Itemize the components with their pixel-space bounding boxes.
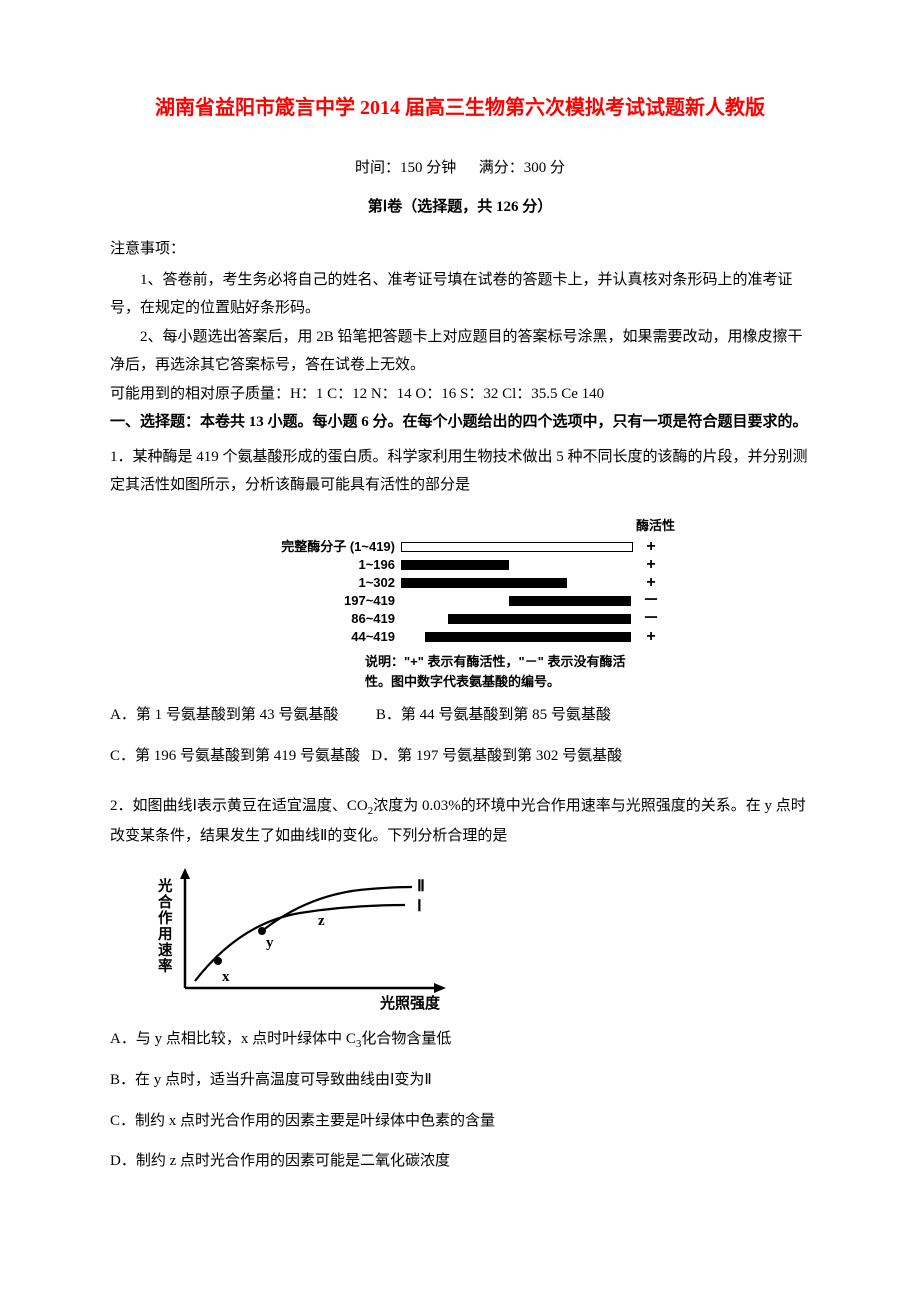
q1-option-a: A．第 1 号氨基酸到第 43 号氨基酸	[110, 707, 338, 723]
enzyme-diagram: 酶活性 完整酶分子 (1~419)+1~196+1~302+197~419－86…	[245, 514, 675, 692]
enzyme-bar-area	[401, 630, 631, 644]
svg-text:率: 率	[158, 957, 173, 975]
enzyme-bar	[401, 542, 633, 552]
q1-option-d: D．第 197 号氨基酸到第 302 号氨基酸	[371, 748, 622, 764]
exam-meta: 时间：150 分钟 满分：300 分	[110, 154, 810, 183]
exam-title: 湖南省益阳市箴言中学 2014 届高三生物第六次模拟考试试题新人教版	[110, 90, 810, 126]
enzyme-bar-area	[401, 612, 631, 626]
enzyme-row-label: 44~419	[245, 625, 401, 650]
enzyme-bar-area	[401, 594, 631, 608]
q2-options: A．与 y 点相比较，x 点时叶绿体中 C3化合物含量低 B．在 y 点时，适当…	[110, 1025, 810, 1176]
mcq-instruction: 一、选择题：本卷共 13 小题。每小题 6 分。在每个小题给出的四个选项中，只有…	[110, 408, 810, 437]
q2-option-c: C．制约 x 点时光合作用的因素主要是叶绿体中色素的含量	[110, 1107, 810, 1136]
q2-option-b: B．在 y 点时，适当升高温度可导致曲线由Ⅰ变为Ⅱ	[110, 1066, 810, 1095]
svg-text:Ⅰ: Ⅰ	[417, 898, 422, 915]
question-2: 2．如图曲线Ⅰ表示黄豆在适宜温度、CO2浓度为 0.03%的环境中光合作用速率与…	[110, 792, 810, 1176]
svg-text:合: 合	[157, 893, 173, 911]
enzyme-bar-area	[401, 540, 631, 554]
enzyme-bar	[401, 560, 509, 570]
enzyme-note: 说明："+" 表示有酶活性，"－" 表示没有酶活性。图中数字代表氨基酸的编号。	[365, 652, 645, 691]
enzyme-bar	[401, 578, 567, 588]
q2-a-prefix: A．与 y 点相比较，x 点时叶绿体中 C	[110, 1031, 356, 1047]
section1-title: 第Ⅰ卷（选择题，共 126 分）	[110, 193, 810, 222]
notice-item-1: 1、答卷前，考生务必将自己的姓名、准考证号填在试卷的答题卡上，并认真核对条形码上…	[110, 266, 810, 323]
enzyme-bar-area	[401, 558, 631, 572]
enzyme-bar	[425, 632, 631, 642]
notice-heading: 注意事项：	[110, 235, 810, 264]
curve-svg: x y z Ⅱ Ⅰ 光 合 作 用 速 率 光照强度	[140, 863, 470, 1013]
q1-option-b: B．第 44 号氨基酸到第 85 号氨基酸	[376, 707, 611, 723]
x-axis-label: 光照强度	[379, 994, 441, 1012]
q2-stem-prefix: 2．如图曲线Ⅰ表示黄豆在适宜温度、CO	[110, 798, 368, 814]
enzyme-bar-area	[401, 576, 631, 590]
q2-a-suffix: 化合物含量低	[361, 1031, 451, 1047]
q1-option-c: C．第 196 号氨基酸到第 419 号氨基酸	[110, 748, 360, 764]
q2-option-a: A．与 y 点相比较，x 点时叶绿体中 C3化合物含量低	[110, 1025, 810, 1055]
q2-stem: 2．如图曲线Ⅰ表示黄豆在适宜温度、CO2浓度为 0.03%的环境中光合作用速率与…	[110, 792, 810, 850]
atomic-mass-line: 可能用到的相对原子质量：H：1 C：12 N：14 O：16 S：32 Cl：3…	[110, 380, 810, 409]
enzyme-activity-value: +	[631, 622, 671, 652]
photosynthesis-curve-diagram: x y z Ⅱ Ⅰ 光 合 作 用 速 率 光照强度	[140, 863, 810, 1013]
time-label: 时间：150 分钟	[355, 160, 456, 176]
enzyme-bar	[448, 614, 631, 624]
enzyme-row: 44~419+	[245, 628, 675, 646]
svg-text:z: z	[318, 913, 325, 929]
q2-option-d: D．制约 z 点时光合作用的因素可能是二氧化碳浓度	[110, 1147, 810, 1176]
svg-text:作: 作	[158, 909, 173, 927]
svg-text:用: 用	[158, 926, 173, 943]
enzyme-bar	[509, 596, 631, 606]
svg-text:x: x	[222, 969, 230, 985]
score-label: 满分：300 分	[479, 160, 565, 176]
q1-stem: 1．某种酶是 419 个氨基酸形成的蛋白质。科学家利用生物技术做出 5 种不同长…	[110, 443, 810, 500]
svg-text:速: 速	[158, 941, 173, 959]
svg-text:Ⅱ: Ⅱ	[417, 878, 425, 895]
notice-item-2: 2、每小题选出答案后，用 2B 铅笔把答题卡上对应题目的答案标号涂黑，如果需要改…	[110, 323, 810, 380]
svg-text:y: y	[266, 935, 274, 951]
svg-text:光: 光	[157, 877, 173, 895]
question-1: 1．某种酶是 419 个氨基酸形成的蛋白质。科学家利用生物技术做出 5 种不同长…	[110, 443, 810, 771]
q1-options: A．第 1 号氨基酸到第 43 号氨基酸 B．第 44 号氨基酸到第 85 号氨…	[110, 701, 810, 770]
